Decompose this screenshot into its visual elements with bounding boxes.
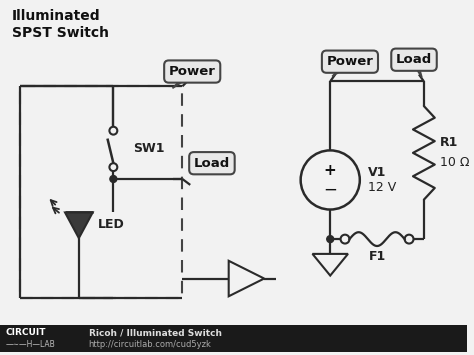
Text: Power: Power [169,65,216,78]
Text: Ricoh / Illuminated Switch: Ricoh / Illuminated Switch [89,328,222,337]
Text: V1: V1 [368,165,386,179]
Text: R1: R1 [440,137,458,149]
Text: Load: Load [194,157,230,170]
Text: F1: F1 [368,250,386,263]
Text: —∼—H—LAB: —∼—H—LAB [6,340,55,349]
Text: SW1: SW1 [133,142,164,155]
Bar [0,325,467,353]
Polygon shape [332,59,352,76]
Text: http://circuitlab.com/cud5yzk: http://circuitlab.com/cud5yzk [89,340,211,349]
Text: Load: Load [396,53,432,66]
Polygon shape [173,69,194,88]
Text: 12 V: 12 V [368,181,396,194]
Text: Illuminated
SPST Switch: Illuminated SPST Switch [12,10,109,40]
Polygon shape [411,59,422,77]
Text: LED: LED [98,218,124,231]
Polygon shape [65,213,92,238]
Circle shape [110,175,117,182]
Text: −: − [323,181,337,199]
Text: Power: Power [327,55,374,68]
Text: +: + [324,163,337,178]
Text: CIRCUIT: CIRCUIT [6,328,46,337]
Polygon shape [192,153,213,166]
Text: 10 Ω: 10 Ω [440,156,469,169]
Circle shape [327,236,334,242]
